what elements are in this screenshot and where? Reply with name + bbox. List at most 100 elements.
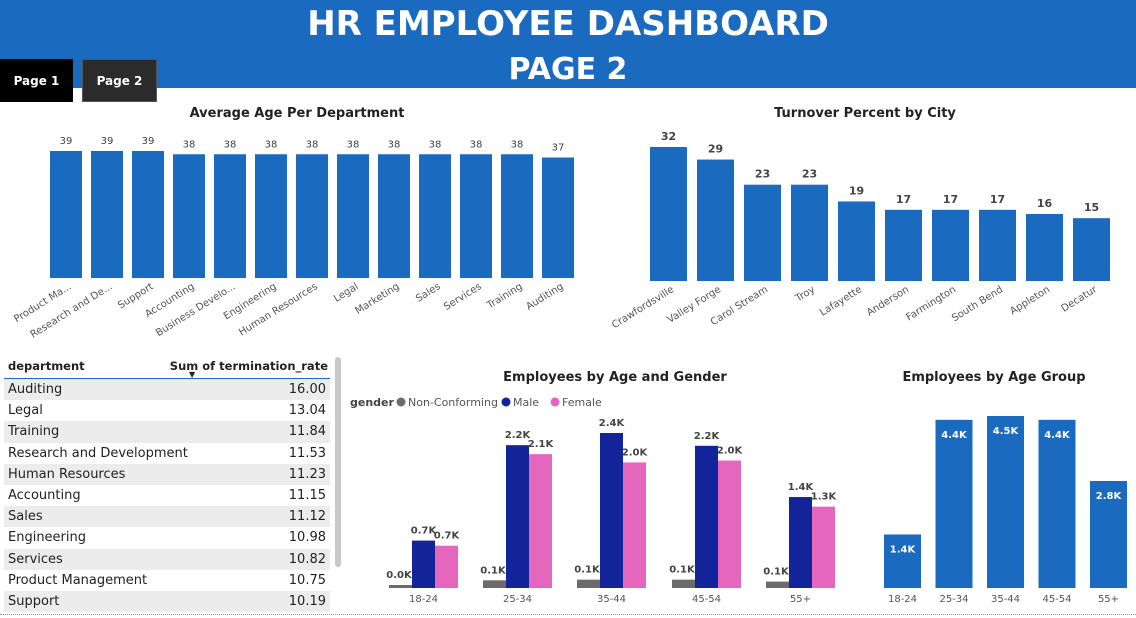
column-header-termination-rate[interactable]: Sum of termination_rate	[169, 359, 328, 373]
department-cell: Engineering	[8, 530, 86, 546]
bar[interactable]	[979, 209, 1016, 281]
data-label: 2.4K	[599, 418, 626, 429]
bar[interactable]	[1026, 214, 1063, 281]
bar[interactable]	[296, 154, 328, 278]
bar[interactable]	[50, 151, 82, 278]
data-label: 39	[101, 136, 114, 147]
data-label: 32	[661, 130, 676, 143]
table-row[interactable]: Training 11.84	[4, 421, 330, 443]
bar[interactable]	[132, 151, 164, 278]
table-row[interactable]: Research and Development 11.53	[4, 443, 330, 464]
termination-rate-cell: 10.19	[288, 593, 326, 609]
bar[interactable]	[506, 445, 529, 588]
table-row[interactable]: Services 10.82	[4, 548, 330, 570]
department-cell: Services	[8, 551, 63, 567]
bar[interactable]	[884, 534, 921, 588]
data-label: 2.2K	[505, 430, 532, 441]
table-scrollbar[interactable]	[335, 357, 341, 567]
x-tick-label: Decatur	[1059, 284, 1099, 315]
bar[interactable]	[389, 585, 412, 588]
bar[interactable]	[838, 201, 875, 281]
bar[interactable]	[987, 416, 1024, 588]
employees-by-age-group-chart: Employees by Age Group 1.4K 18-24 4.4K 25-34…	[884, 370, 1127, 605]
chart-title: Turnover Percent by City	[774, 106, 956, 121]
table-row[interactable]: Support 10.19	[4, 590, 330, 613]
data-label: 0.7K	[434, 531, 461, 542]
legend-label[interactable]: Male	[513, 396, 539, 409]
data-label: 4.4K	[941, 430, 968, 441]
x-tick-label: Crawfordsville	[610, 284, 676, 331]
bar[interactable]	[419, 154, 451, 278]
bar[interactable]	[672, 579, 695, 588]
employees-by-age-and-gender-chart: Employees by Age and Gender gender Non-Con…	[350, 370, 837, 605]
bar[interactable]	[501, 154, 533, 278]
table-row[interactable]: Human Resources 11.23	[4, 463, 330, 485]
bar[interactable]	[600, 433, 623, 588]
data-label: 4.4K	[1044, 430, 1071, 441]
data-label: 15	[1084, 201, 1099, 214]
bar[interactable]	[789, 497, 812, 588]
page-2-button[interactable]: Page 2	[82, 59, 157, 102]
table-row[interactable]: Sales 11.12	[4, 506, 330, 528]
legend-marker	[550, 397, 560, 407]
data-label: 0.1K	[480, 565, 507, 576]
legend: gender Non-Conforming Male Female	[350, 396, 602, 409]
data-label: 29	[708, 143, 723, 156]
column-header-department[interactable]: department	[8, 359, 85, 373]
department-cell: Auditing	[8, 382, 63, 397]
bar[interactable]	[935, 419, 973, 588]
data-label: 0.1K	[763, 567, 790, 578]
bar[interactable]	[650, 147, 687, 281]
bar[interactable]	[542, 157, 574, 278]
legend-label[interactable]: Non-Conforming	[408, 396, 498, 409]
department-cell: Training	[8, 424, 60, 440]
bar[interactable]	[412, 540, 435, 588]
page-1-button[interactable]: Page 1	[0, 59, 73, 102]
table-row[interactable]: Auditing 16.00	[4, 379, 330, 401]
bar[interactable]	[214, 154, 246, 278]
table-row[interactable]: Engineering 10.98	[4, 527, 330, 548]
bar[interactable]	[91, 151, 123, 278]
table-row[interactable]: Accounting 11.15	[4, 485, 330, 506]
data-label: 0.1K	[574, 565, 601, 576]
data-label: 16	[1037, 197, 1053, 210]
bar[interactable]	[1090, 480, 1127, 588]
table-row[interactable]: Product Management 10.75	[4, 570, 330, 591]
x-tick-label: South Bend	[950, 284, 1005, 324]
bar[interactable]	[744, 184, 781, 281]
bar[interactable]	[718, 460, 741, 588]
bar[interactable]	[173, 154, 205, 278]
bar[interactable]	[1038, 419, 1076, 588]
data-label: 38	[183, 139, 196, 150]
table-row[interactable]: Legal 13.04	[4, 400, 330, 421]
bar[interactable]	[812, 506, 835, 588]
sort-descending-icon[interactable]: ▼	[189, 370, 196, 379]
bar[interactable]	[1073, 218, 1110, 281]
bar[interactable]	[577, 579, 600, 588]
bar[interactable]	[623, 462, 646, 588]
termination-rate-cell: 11.84	[288, 424, 326, 440]
bar[interactable]	[529, 454, 552, 588]
bar[interactable]	[697, 159, 734, 281]
data-label: 2.0K	[622, 447, 649, 458]
bar[interactable]	[378, 154, 410, 278]
x-tick-label: 55+	[1098, 594, 1119, 605]
bar[interactable]	[932, 209, 969, 281]
bar[interactable]	[435, 545, 458, 588]
bar[interactable]	[885, 209, 922, 281]
legend-label[interactable]: Female	[562, 396, 602, 409]
bar[interactable]	[766, 581, 789, 588]
bar[interactable]	[791, 184, 828, 281]
chart-title: Employees by Age Group	[902, 370, 1085, 385]
bar[interactable]	[255, 154, 287, 278]
bar[interactable]	[460, 154, 492, 278]
bar[interactable]	[695, 445, 718, 588]
x-tick-label: 45-54	[1042, 594, 1071, 605]
bar[interactable]	[337, 154, 369, 278]
data-label: 23	[755, 168, 770, 181]
data-label: 38	[511, 139, 524, 150]
department-cell: Human Resources	[8, 466, 126, 482]
data-label: 2.0K	[717, 446, 744, 457]
x-tick-label: Troy	[793, 284, 817, 305]
bar[interactable]	[483, 580, 506, 588]
